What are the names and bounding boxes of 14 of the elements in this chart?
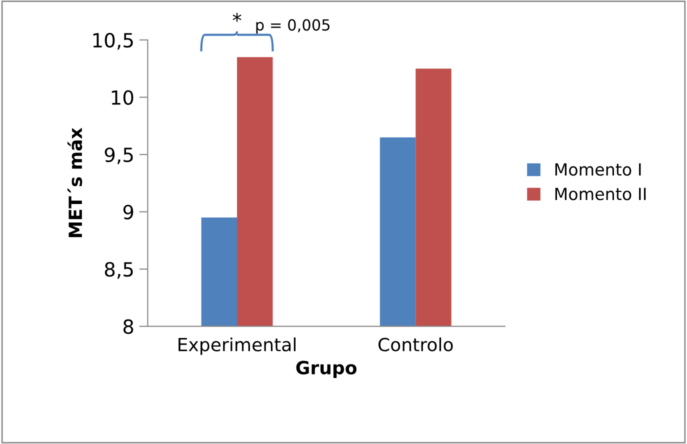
y-tick-label: 10 [112,90,134,105]
y-tick-label: 8 [123,319,134,334]
y-axis-title: MET´s máx [67,128,82,238]
y-tick-label: 9,5 [104,147,133,164]
y-tick-label: 10,5 [93,32,133,50]
legend-label: Momento I [555,163,641,176]
text: * [232,12,242,22]
x-tick-label: Controlo [378,337,453,352]
legend-label: Momento II [555,188,646,200]
text: p = 0,005 [256,19,330,34]
x-tick-label: Experimental [178,337,296,355]
y-tick-label: 9 [123,204,134,220]
y-tick-label: 8,5 [104,262,133,279]
x-axis-title: Grupo [296,360,357,378]
